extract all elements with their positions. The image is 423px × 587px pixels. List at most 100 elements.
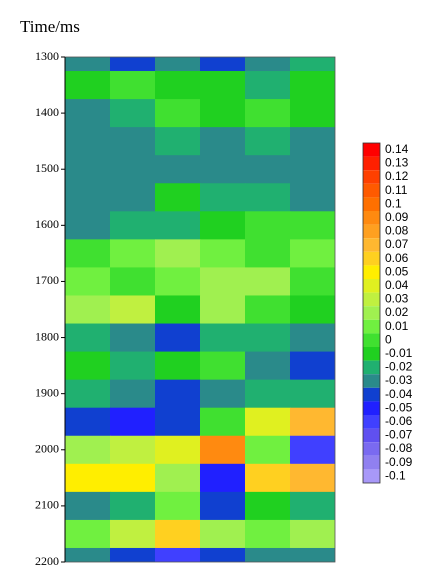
heat-cell xyxy=(200,99,246,128)
heat-cell xyxy=(110,155,156,184)
colorbar-label: 0.14 xyxy=(385,142,409,156)
heat-cell xyxy=(290,295,335,325)
heat-cell xyxy=(65,155,111,184)
colorbar-swatch xyxy=(363,415,380,429)
colorbar-swatch xyxy=(363,347,380,361)
heat-cell xyxy=(110,267,156,296)
heat-cell xyxy=(245,71,291,100)
colorbar-swatch xyxy=(363,428,380,443)
heat-cell xyxy=(245,323,291,353)
heat-cell xyxy=(155,155,201,184)
colorbar-label: 0 xyxy=(385,332,392,346)
heat-cell xyxy=(200,435,246,465)
colorbar-label: -0.1 xyxy=(385,468,406,482)
heat-cell xyxy=(155,127,201,156)
heat-cell xyxy=(200,491,246,521)
heat-cell xyxy=(155,379,201,409)
heat-cell xyxy=(290,351,335,381)
heat-cell xyxy=(110,239,156,268)
heat-cell xyxy=(65,127,111,156)
heat-cell xyxy=(65,295,111,325)
heat-cell xyxy=(155,295,201,325)
heat-cell xyxy=(200,295,246,325)
heat-cell xyxy=(65,379,111,409)
heat-cell xyxy=(200,407,246,437)
heat-cell xyxy=(65,99,111,128)
heat-cell xyxy=(290,239,335,268)
heat-cell xyxy=(290,463,335,493)
heat-cell xyxy=(110,99,156,128)
colorbar-swatch xyxy=(363,143,380,157)
colorbar-swatch xyxy=(363,251,380,266)
colorbar-swatch xyxy=(363,387,380,402)
heat-cell xyxy=(200,239,246,268)
heat-cell xyxy=(65,267,111,296)
colorbar-label: 0.01 xyxy=(385,319,409,333)
heat-cell xyxy=(245,211,291,240)
heat-cell xyxy=(65,211,111,240)
colorbar-label: 0.07 xyxy=(385,237,409,251)
heat-cell xyxy=(245,463,291,493)
heat-cell xyxy=(65,519,111,549)
colorbar-label: -0.02 xyxy=(385,360,413,374)
heat-cell xyxy=(200,71,246,100)
heat-cell xyxy=(110,547,156,562)
heat-cell xyxy=(200,155,246,184)
heat-cell xyxy=(110,211,156,240)
colorbar-label: 0.11 xyxy=(385,183,408,197)
colorbar-swatch xyxy=(363,360,380,375)
heat-cell xyxy=(110,57,156,72)
cells xyxy=(65,57,335,562)
heat-cell xyxy=(200,463,246,493)
colorbar-swatch xyxy=(363,306,380,320)
heat-cell xyxy=(290,323,335,353)
colorbar-swatch xyxy=(363,183,380,198)
colorbar-label: -0.01 xyxy=(385,346,413,360)
colorbar-label: 0.02 xyxy=(385,305,409,319)
heat-cell xyxy=(200,323,246,353)
heat-cell xyxy=(65,323,111,353)
heat-cell xyxy=(290,435,335,465)
heat-cell xyxy=(155,211,201,240)
colorbar-label: 0.05 xyxy=(385,264,409,278)
heat-cell xyxy=(110,435,156,465)
heat-cell xyxy=(290,547,335,562)
heat-cell xyxy=(110,407,156,437)
heat-cell xyxy=(155,351,201,381)
heat-cell xyxy=(290,155,335,184)
heat-cell xyxy=(65,491,111,521)
heat-cell xyxy=(155,463,201,493)
heat-cell xyxy=(200,183,246,212)
colorbar-label: 0.09 xyxy=(385,210,409,224)
y-tick-label: 1900 xyxy=(35,385,59,399)
colorbar-swatch xyxy=(363,156,380,171)
y-tick-label: 1500 xyxy=(35,161,59,175)
heat-cell xyxy=(155,183,201,212)
heat-cell xyxy=(290,99,335,128)
colorbar-swatch xyxy=(363,197,380,211)
colorbar-label: 0.03 xyxy=(385,292,409,306)
heat-cell xyxy=(245,183,291,212)
heat-cell xyxy=(65,71,111,100)
heat-cell xyxy=(200,519,246,549)
heat-cell xyxy=(245,407,291,437)
colorbar-swatch xyxy=(363,238,380,252)
heat-cell xyxy=(245,351,291,381)
y-tick-label: 1300 xyxy=(35,49,59,63)
colorbar-swatch xyxy=(363,455,380,470)
y-tick-label: 2000 xyxy=(35,442,59,456)
y-tick-label: 2100 xyxy=(35,498,59,512)
heat-cell xyxy=(110,519,156,549)
colorbar-swatch xyxy=(363,211,380,225)
colorbar-label: 0.08 xyxy=(385,224,409,238)
axis-title: Time/ms xyxy=(20,17,80,36)
colorbar-label: 0.04 xyxy=(385,278,409,292)
heat-cell xyxy=(290,491,335,521)
heat-cell xyxy=(245,239,291,268)
heat-cell xyxy=(290,211,335,240)
colorbar-swatch xyxy=(363,170,380,184)
heat-cell xyxy=(290,407,335,437)
colorbar-label: -0.06 xyxy=(385,414,413,428)
heat-cell xyxy=(245,99,291,128)
